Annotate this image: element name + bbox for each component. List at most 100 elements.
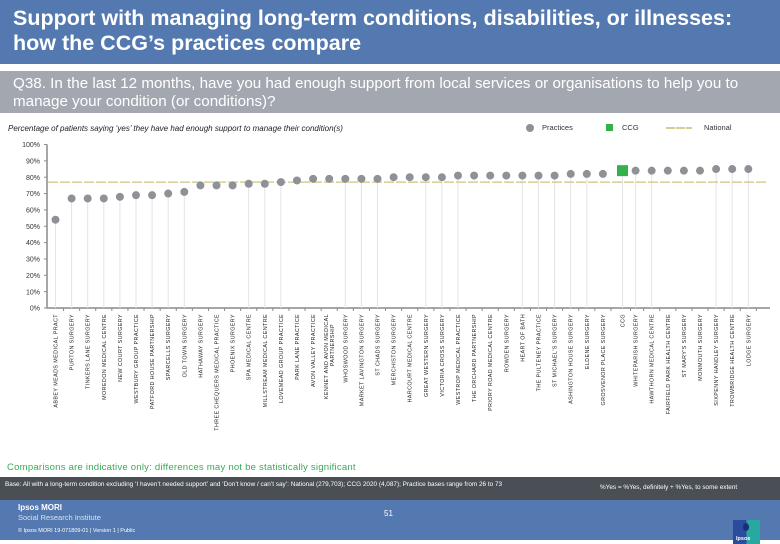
y-tick-label: 0%	[30, 306, 40, 313]
practice-point	[389, 173, 398, 182]
category-label: PURTON SURGERY	[70, 314, 76, 370]
practice-point	[244, 179, 253, 188]
practice-point	[421, 173, 430, 182]
category-label: THE ORCHARD PARTNERSHIP	[472, 314, 478, 402]
category-label: LOVEMEAD GROUP PRACTICE	[279, 314, 285, 403]
practice-point	[99, 194, 108, 203]
category-label: GREAT WESTERN SURGERY	[424, 314, 430, 397]
practice-point	[373, 174, 382, 183]
category-label: ST CHADS SURGERY	[376, 314, 382, 376]
practice-point	[598, 169, 607, 178]
practice-point	[663, 166, 672, 175]
category-label: MILLSTREAM MEDICAL CENTRE	[263, 314, 269, 407]
category-label: WESTBURY GROUP PRACTICE	[134, 314, 140, 403]
category-label: MONMOUTH SURGERY	[698, 314, 704, 381]
practice-point	[180, 187, 189, 196]
category-label: SPARCELLS SURGERY	[166, 314, 172, 380]
question-bar: Q38. In the last 12 months, have you had…	[0, 71, 780, 113]
category-label: ST MARY'S SURGERY	[682, 314, 688, 377]
category-label: OLD TOWN SURGERY	[182, 314, 188, 377]
category-label: ABBEY MEADS MEDICAL PRACT	[54, 314, 60, 408]
practice-point	[486, 171, 495, 180]
category-label: TROWBRIDGE HEALTH CENTRE	[730, 314, 736, 407]
practice-point	[647, 166, 656, 175]
practice-point	[51, 215, 60, 224]
y-tick-label: 20%	[26, 273, 40, 280]
logo-figure	[743, 523, 749, 531]
legend-item-ccg: CCG	[606, 123, 639, 132]
category-label: PATFORD HOUSE PARTNERSHIP	[150, 314, 156, 409]
practice-point	[582, 169, 591, 178]
category-label: PARK LANE PRACTICE	[295, 314, 301, 380]
category-label-line: PARTNERSHIP	[330, 324, 336, 366]
ipsos-logo-icon: Ipsos	[733, 520, 760, 544]
practice-point	[196, 181, 205, 190]
practice-point	[325, 174, 334, 183]
y-tick-label: 60%	[26, 208, 40, 215]
category-label: MERCHISTON SURGERY	[392, 314, 398, 385]
ccg-marker-icon	[606, 124, 613, 131]
practice-point	[631, 166, 640, 175]
practice-point	[405, 173, 414, 182]
base-bar: Base: All with a long-term condition exc…	[0, 477, 780, 500]
copyright-text: © Ipsos MORI 19-071809-01 | Version 1 | …	[18, 528, 136, 534]
practice-point	[83, 194, 92, 203]
category-label: HEART OF BATH	[520, 314, 526, 362]
legend-label-national: National	[704, 123, 732, 132]
institute-name: Social Research Institute	[18, 513, 101, 522]
practice-point	[712, 165, 721, 174]
practice-point	[67, 194, 76, 203]
yes-definition-note: %Yes = %Yes, definitely + %Yes, to some …	[600, 484, 738, 491]
practice-point	[309, 174, 318, 183]
category-label-line: KENNET AND AVON MEDICAL	[324, 314, 330, 399]
ccg-point	[617, 165, 628, 177]
category-label: WHOSWOOD SURGERY	[343, 314, 349, 383]
practice-point	[518, 171, 527, 180]
practice-point	[293, 176, 301, 185]
category-label: HATHAWAY SURGERY	[198, 314, 204, 378]
category-label: ST MICHAEL'S SURGERY	[553, 314, 559, 387]
page-title: Support with managing long-term conditio…	[13, 6, 733, 55]
practice-comparison-chart: 0% 10% 20% 30% 40% 50% 60% 70% 80% 90% 100% ABBEY M…	[22, 142, 770, 431]
y-tick-label: 80%	[26, 175, 40, 182]
y-tick-label: 10%	[26, 289, 40, 296]
footer-bar: Ipsos MORI Social Research Institute © I…	[0, 500, 780, 544]
practice-point	[534, 171, 543, 180]
category-label: PRIORY ROAD MEDICAL CENTRE	[488, 314, 494, 411]
category-label: ELDENE SURGERY	[585, 314, 591, 369]
category-label: FAIRFIELD PARK HEALTH CENTRE	[666, 314, 672, 414]
category-label: GROSVENOR PLACE SURGERY	[601, 314, 607, 405]
chart-subtitle: Percentage of patients saying ‘yes’ they…	[8, 124, 343, 133]
practice-point	[744, 165, 753, 174]
category-label: SIXPENNY HANDLEY SURGERY	[714, 314, 720, 406]
practice-point	[550, 171, 559, 180]
y-tick-label: 70%	[26, 191, 40, 198]
category-label: MOREDON MEDICAL CENTRE	[102, 314, 108, 400]
practice-point	[132, 191, 140, 200]
category-label: NEW COURT SURGERY	[118, 314, 124, 382]
practice-point	[470, 171, 479, 180]
logo-text: Ipsos	[736, 536, 751, 542]
practice-point	[228, 181, 237, 190]
practice-point	[566, 169, 575, 178]
category-label: WHITEPARISH SURGERY	[634, 314, 640, 387]
category-label: VICTORIA CROSS SURGERY	[440, 314, 446, 397]
y-tick-label: 30%	[26, 257, 40, 264]
category-label: LODGE SURGERY	[746, 314, 752, 366]
practice-point	[212, 181, 221, 190]
practice-point	[276, 178, 285, 187]
category-label: THE PULTENEY PRACTICE	[537, 314, 543, 391]
practice-point	[437, 173, 446, 182]
practice-point	[679, 166, 688, 175]
practice-point	[115, 192, 124, 201]
question-text: Q38. In the last 12 months, have you had…	[13, 75, 739, 110]
category-label: MARKET LAVINGTON SURGERY	[359, 314, 365, 406]
category-label: HARCOURT MEDICAL CENTRE	[408, 314, 414, 402]
practice-point	[341, 174, 350, 183]
category-label: KENNET AND AVON MEDICALPARTNERSHIP	[324, 314, 336, 399]
practice-point	[148, 191, 157, 200]
legend-label-practices: Practices	[542, 123, 573, 132]
company-name: Ipsos MORI	[18, 503, 63, 512]
practice-marker-icon	[526, 123, 534, 132]
comparisons-note: Comparisons are indicative only: differe…	[7, 462, 356, 473]
